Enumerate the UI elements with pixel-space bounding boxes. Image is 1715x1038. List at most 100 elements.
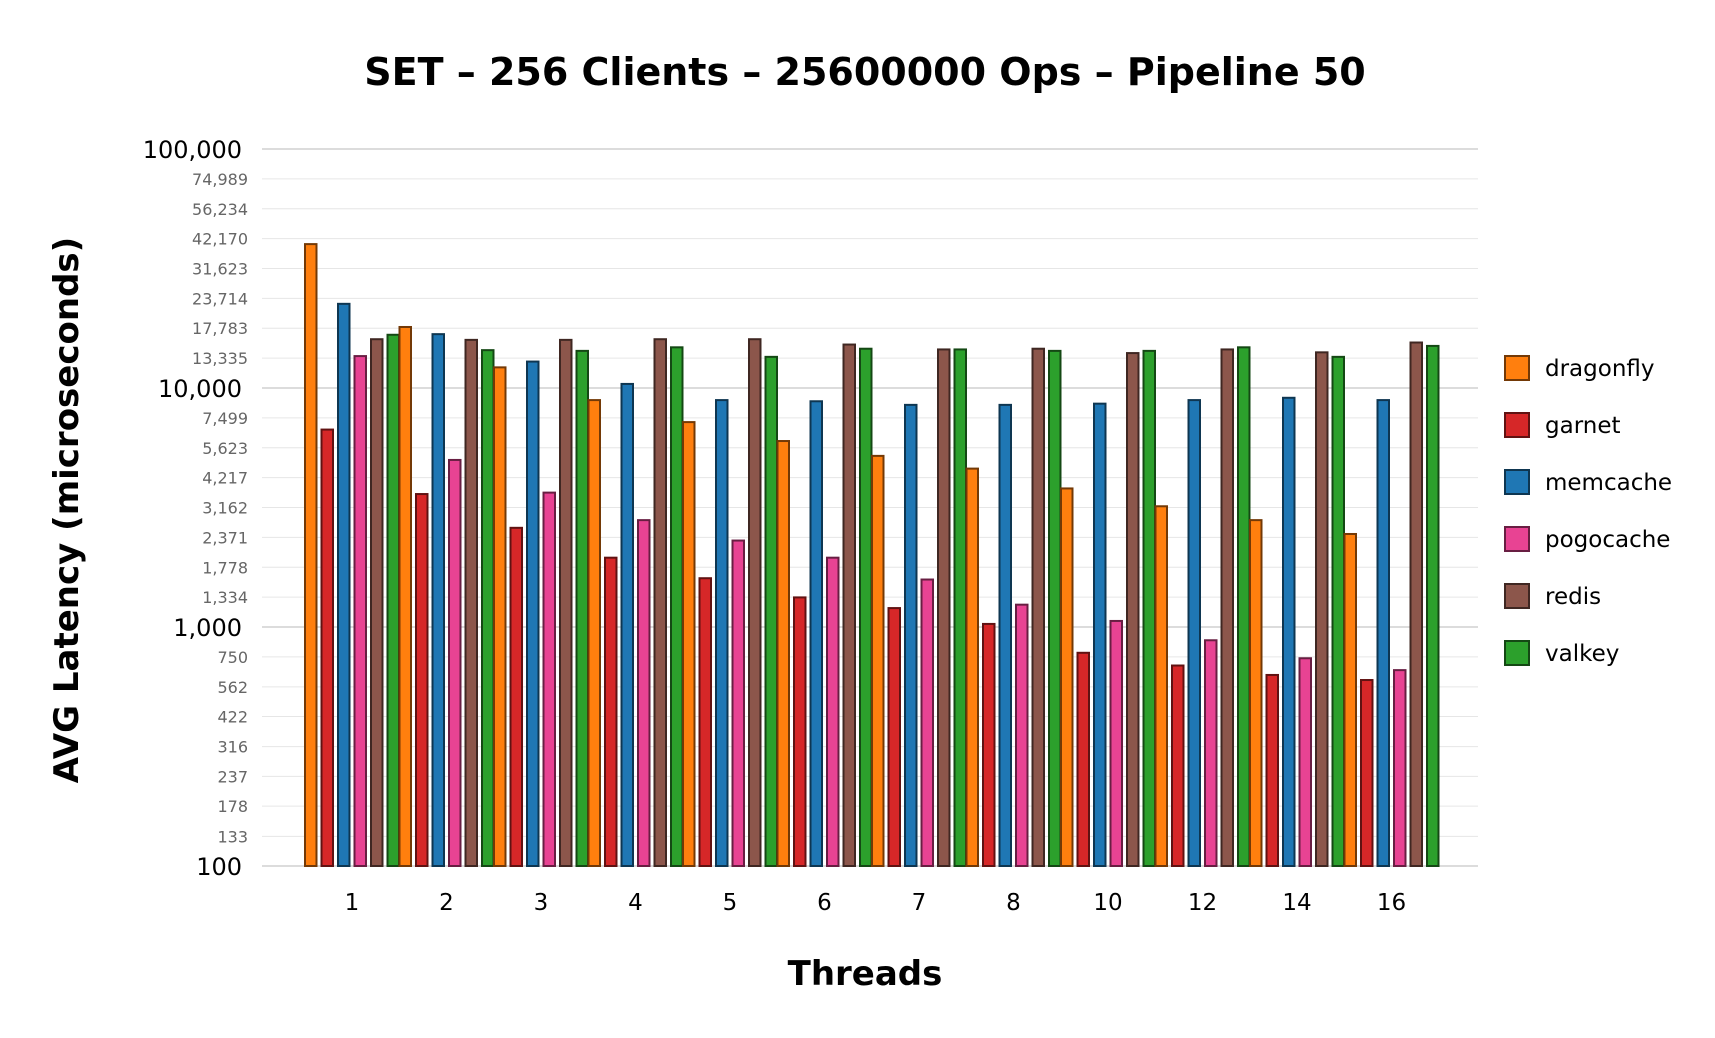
legend-label: garnet xyxy=(1545,413,1621,439)
bar-valkey-8 xyxy=(1048,349,1062,867)
bar-pogocache-16 xyxy=(1393,669,1407,868)
bar-dragonfly-3 xyxy=(493,366,507,867)
legend-item-memcache: memcache xyxy=(1504,469,1672,496)
bar-garnet-7 xyxy=(887,607,901,867)
bar-redis-12 xyxy=(1220,348,1234,867)
y-axis-title: AVG Latency (microseconds) xyxy=(47,237,87,783)
bar-garnet-6 xyxy=(793,596,807,868)
x-tick-label: 12 xyxy=(1188,890,1217,916)
bar-dragonfly-14 xyxy=(1249,519,1263,867)
y-tick-label-minor: 74,989 xyxy=(192,170,248,189)
y-tick-label-minor: 5,623 xyxy=(202,439,248,458)
y-tick-label-major: 1,000 xyxy=(173,614,242,642)
bar-valkey-5 xyxy=(764,355,778,867)
bar-pogocache-10 xyxy=(1109,619,1123,867)
bar-memcache-6 xyxy=(809,400,823,867)
bar-dragonfly-4 xyxy=(587,399,601,867)
legend-swatch xyxy=(1504,526,1530,552)
bar-valkey-16 xyxy=(1426,344,1440,867)
bar-memcache-10 xyxy=(1093,402,1107,867)
bar-redis-3 xyxy=(559,338,573,867)
bar-valkey-1 xyxy=(386,333,400,867)
bar-garnet-14 xyxy=(1265,673,1279,867)
legend-label: dragonfly xyxy=(1545,356,1655,382)
legend-swatch xyxy=(1504,355,1530,381)
bar-valkey-3 xyxy=(575,349,589,867)
bar-memcache-12 xyxy=(1187,399,1201,867)
bar-redis-16 xyxy=(1409,341,1423,867)
bar-dragonfly-12 xyxy=(1154,505,1168,867)
bar-redis-4 xyxy=(653,338,667,867)
bar-redis-2 xyxy=(464,338,478,867)
bar-pogocache-7 xyxy=(920,578,934,867)
y-tick-label-minor: 7,499 xyxy=(202,409,248,428)
legend-swatch xyxy=(1504,469,1530,495)
bar-dragonfly-2 xyxy=(398,325,412,867)
y-tick-label-minor: 422 xyxy=(217,708,248,727)
legend-item-garnet: garnet xyxy=(1504,412,1621,439)
bar-valkey-4 xyxy=(670,346,684,868)
bar-redis-1 xyxy=(370,338,384,867)
x-tick-label: 6 xyxy=(817,890,832,916)
bar-pogocache-2 xyxy=(448,458,462,867)
bar-redis-5 xyxy=(748,338,762,867)
bar-memcache-8 xyxy=(998,403,1012,867)
x-tick-label: 1 xyxy=(345,890,360,916)
x-tick-label: 10 xyxy=(1093,890,1122,916)
bar-memcache-2 xyxy=(431,333,445,868)
bar-garnet-10 xyxy=(1076,651,1090,867)
y-tick-label-minor: 133 xyxy=(217,827,248,846)
y-tick-label-minor: 23,714 xyxy=(192,289,248,308)
bar-garnet-3 xyxy=(509,526,523,867)
bar-pogocache-14 xyxy=(1298,657,1312,867)
y-tick-label-minor: 2,371 xyxy=(202,528,248,547)
x-tick-label: 2 xyxy=(439,890,454,916)
chart-title: SET – 256 Clients – 25600000 Ops – Pipel… xyxy=(364,50,1365,94)
bar-redis-10 xyxy=(1126,352,1140,868)
y-tick-label-minor: 13,335 xyxy=(192,349,248,368)
x-tick-label: 8 xyxy=(1006,890,1021,916)
bar-dragonfly-8 xyxy=(965,467,979,867)
bar-valkey-10 xyxy=(1142,349,1156,867)
x-tick-label: 16 xyxy=(1377,890,1406,916)
y-tick-label-minor: 750 xyxy=(217,648,248,667)
bar-memcache-16 xyxy=(1376,399,1390,867)
y-axis-ticks: 133 178 237 316 422 562 750 1,334 1,778 2,371 3,16… xyxy=(143,136,248,881)
bar-valkey-6 xyxy=(859,347,873,867)
bar-dragonfly-10 xyxy=(1060,487,1074,867)
x-tick-label: 3 xyxy=(534,890,549,916)
bar-valkey-7 xyxy=(953,348,967,867)
legend-label: valkey xyxy=(1545,641,1619,667)
bar-memcache-5 xyxy=(715,399,729,867)
legend-label: pogocache xyxy=(1545,527,1670,553)
bar-memcache-4 xyxy=(620,382,634,867)
legend: dragonfly garnet memcache pogocache redis val… xyxy=(1504,355,1672,667)
bar-garnet-5 xyxy=(698,577,712,867)
bar-dragonfly-1 xyxy=(304,243,318,867)
y-tick-label-minor: 56,234 xyxy=(192,200,248,219)
x-tick-label: 4 xyxy=(628,890,643,916)
bar-valkey-14 xyxy=(1331,355,1345,867)
bar-dragonfly-5 xyxy=(682,421,696,867)
bar-valkey-12 xyxy=(1237,346,1251,868)
y-tick-label-minor: 562 xyxy=(217,678,248,697)
legend-item-pogocache: pogocache xyxy=(1504,526,1670,553)
bar-garnet-2 xyxy=(415,493,429,867)
y-tick-label-minor: 316 xyxy=(217,738,248,757)
y-tick-label-major: 100 xyxy=(196,853,242,881)
bar-memcache-3 xyxy=(526,360,540,867)
legend-swatch xyxy=(1504,412,1530,438)
bar-dragonfly-6 xyxy=(776,440,790,867)
y-tick-label-minor: 237 xyxy=(217,767,248,786)
legend-item-redis: redis xyxy=(1504,583,1601,610)
bar-garnet-4 xyxy=(604,556,618,867)
legend-label: memcache xyxy=(1545,470,1672,496)
legend-label: redis xyxy=(1545,584,1601,610)
bar-pogocache-6 xyxy=(826,556,840,867)
y-tick-label-major: 10,000 xyxy=(158,375,242,403)
bar-dragonfly-7 xyxy=(871,454,885,867)
bar-pogocache-12 xyxy=(1204,639,1218,867)
bar-memcache-14 xyxy=(1282,396,1296,867)
y-tick-label-major: 100,000 xyxy=(143,136,242,164)
